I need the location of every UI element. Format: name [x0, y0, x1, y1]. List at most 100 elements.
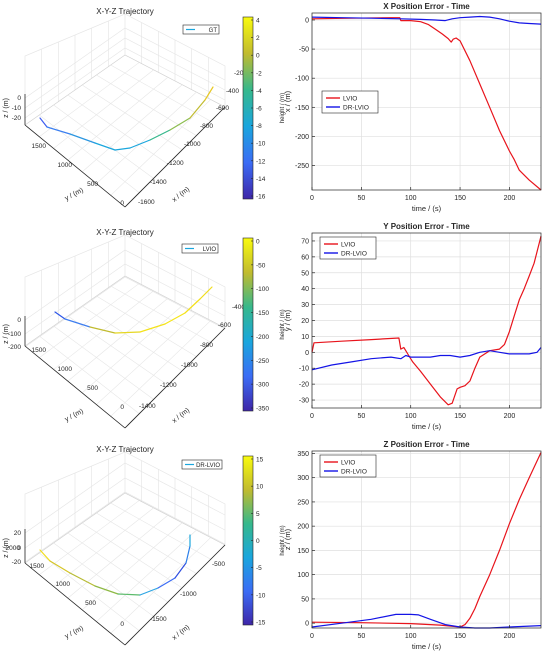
- colorbar-tick-label: 0: [256, 53, 260, 60]
- trajectory-segment: [199, 286, 213, 300]
- x-tick-label: -1400: [139, 403, 156, 410]
- colorbar-label: height / (m): [280, 93, 286, 123]
- x-tick-label: -600: [218, 322, 231, 329]
- trajectory-segment: [69, 133, 96, 144]
- y-tick-label: 1000: [58, 162, 73, 169]
- floor-grid: [53, 69, 154, 149]
- legend-label: DR-LVIO: [341, 469, 367, 476]
- floor-grid: [110, 285, 211, 343]
- y-tick-label: 20: [301, 318, 309, 325]
- y-tick-label: 70: [301, 238, 309, 245]
- y-tick-label: 60: [301, 254, 309, 261]
- x-tick-label: 150: [454, 413, 466, 420]
- colorbar-tick-label: -14: [256, 176, 266, 183]
- series-line-lvio: [311, 17, 542, 191]
- y-axis-label: y / (m): [64, 187, 85, 202]
- y-tick-label: 1500: [30, 563, 45, 570]
- x-tick-label: 100: [405, 633, 417, 640]
- y-tick-label: 0: [120, 200, 124, 207]
- z-level-line: [24, 263, 226, 335]
- z-level-line: [24, 249, 226, 321]
- y-tick-label: 1000: [56, 581, 71, 588]
- x-tick-label: 150: [454, 633, 466, 640]
- series-line-lvio: [311, 452, 542, 628]
- y-axis-label: y / (m): [64, 625, 85, 640]
- legend-label: DR-LVIO: [343, 105, 369, 112]
- x-tick-label: -1000: [181, 362, 198, 369]
- x-tick-label: -1500: [150, 616, 167, 623]
- x-tick-label: 50: [357, 633, 365, 640]
- z-level-line: [24, 462, 226, 534]
- colorbar-tick-label: 10: [256, 484, 264, 491]
- trajectory-chart-3: X-Y-Z Trajectory DR-LVIO 20 0 -20z / (m) 0 500…: [3, 445, 286, 646]
- floor-grid: [67, 94, 169, 165]
- x-axis-line: [124, 106, 226, 208]
- trajectory-segment: [94, 142, 116, 151]
- x-tick-label: -800: [200, 123, 213, 130]
- z-tick-label: -100: [8, 331, 21, 338]
- x-tick-label: -1000: [180, 591, 197, 598]
- plot-area: [312, 451, 541, 628]
- floor-grid: [96, 512, 197, 574]
- x-tick-label: -1400: [150, 179, 167, 186]
- axes-box: [311, 12, 542, 191]
- floor-grid: [81, 522, 183, 611]
- floor-grid: [39, 283, 140, 358]
- colorbar-tick-label: -250: [256, 358, 269, 365]
- axes-box: [311, 450, 542, 629]
- floor-grid: [67, 77, 169, 161]
- trajectory-segment: [89, 326, 116, 334]
- x-axis-label: time / (s): [412, 642, 442, 651]
- colorbar-tick-label: 2: [256, 35, 260, 42]
- trajectory-segment: [129, 139, 151, 149]
- y-tick-label: -100: [295, 76, 309, 83]
- y-tick-label: 0: [120, 621, 124, 628]
- colorbar-label: height / (m): [280, 309, 286, 339]
- y-tick-label: -150: [295, 105, 309, 112]
- z-level-line: [24, 47, 226, 119]
- y-tick-label: 100: [297, 572, 309, 579]
- floor-grid: [81, 305, 183, 394]
- x-tick-label: 0: [310, 413, 314, 420]
- z-level-line: [24, 37, 226, 109]
- floor-grid: [110, 537, 211, 634]
- floor-grid: [96, 74, 197, 136]
- legend: LVIO DR-LVIO: [319, 236, 377, 260]
- chart-title: X-Y-Z Trajectory: [96, 7, 154, 16]
- colorbar-tick-label: 5: [256, 511, 260, 518]
- y-tick-label: 500: [87, 385, 98, 392]
- legend-label: GT: [209, 28, 218, 34]
- x-axis-line: [124, 327, 226, 429]
- colorbar-tick-label: -10: [256, 141, 266, 148]
- legend-label: LVIO: [341, 460, 355, 467]
- y-tick-label: -30: [299, 398, 309, 405]
- trajectory-segment: [46, 126, 71, 135]
- colorbar: [242, 237, 254, 412]
- floor-grid: [53, 542, 154, 617]
- y-tick-label: 1500: [32, 347, 47, 354]
- floor-grid: [39, 114, 140, 193]
- trajectory-segment: [139, 323, 166, 333]
- y-axis-label: y / (m): [283, 309, 292, 331]
- legend: LVIO DR-LVIO: [321, 90, 379, 114]
- x-tick-label: -400: [226, 88, 239, 95]
- floor-grid: [110, 320, 211, 417]
- colorbar-tick-label: 4: [256, 18, 260, 25]
- y-tick-label: 2000: [6, 545, 21, 552]
- trajectory-segment: [39, 117, 48, 128]
- x-tick-label: 200: [504, 633, 516, 640]
- colorbar-tick-label: -5: [256, 565, 262, 572]
- z-level-line: [24, 276, 226, 348]
- z-level-line: [24, 27, 226, 99]
- y-tick-label: 50: [301, 270, 309, 277]
- x-tick-label: -400: [232, 304, 245, 311]
- floor-grid: [81, 305, 183, 372]
- x-tick-label: -500: [212, 561, 225, 568]
- z-axis-label: z / (m): [3, 324, 10, 344]
- x-axis-label: x / (m): [171, 624, 191, 642]
- y-tick-label: 150: [297, 548, 309, 555]
- y-tick-label: 0: [305, 350, 309, 357]
- chart-title: Z Position Error - Time: [383, 440, 470, 449]
